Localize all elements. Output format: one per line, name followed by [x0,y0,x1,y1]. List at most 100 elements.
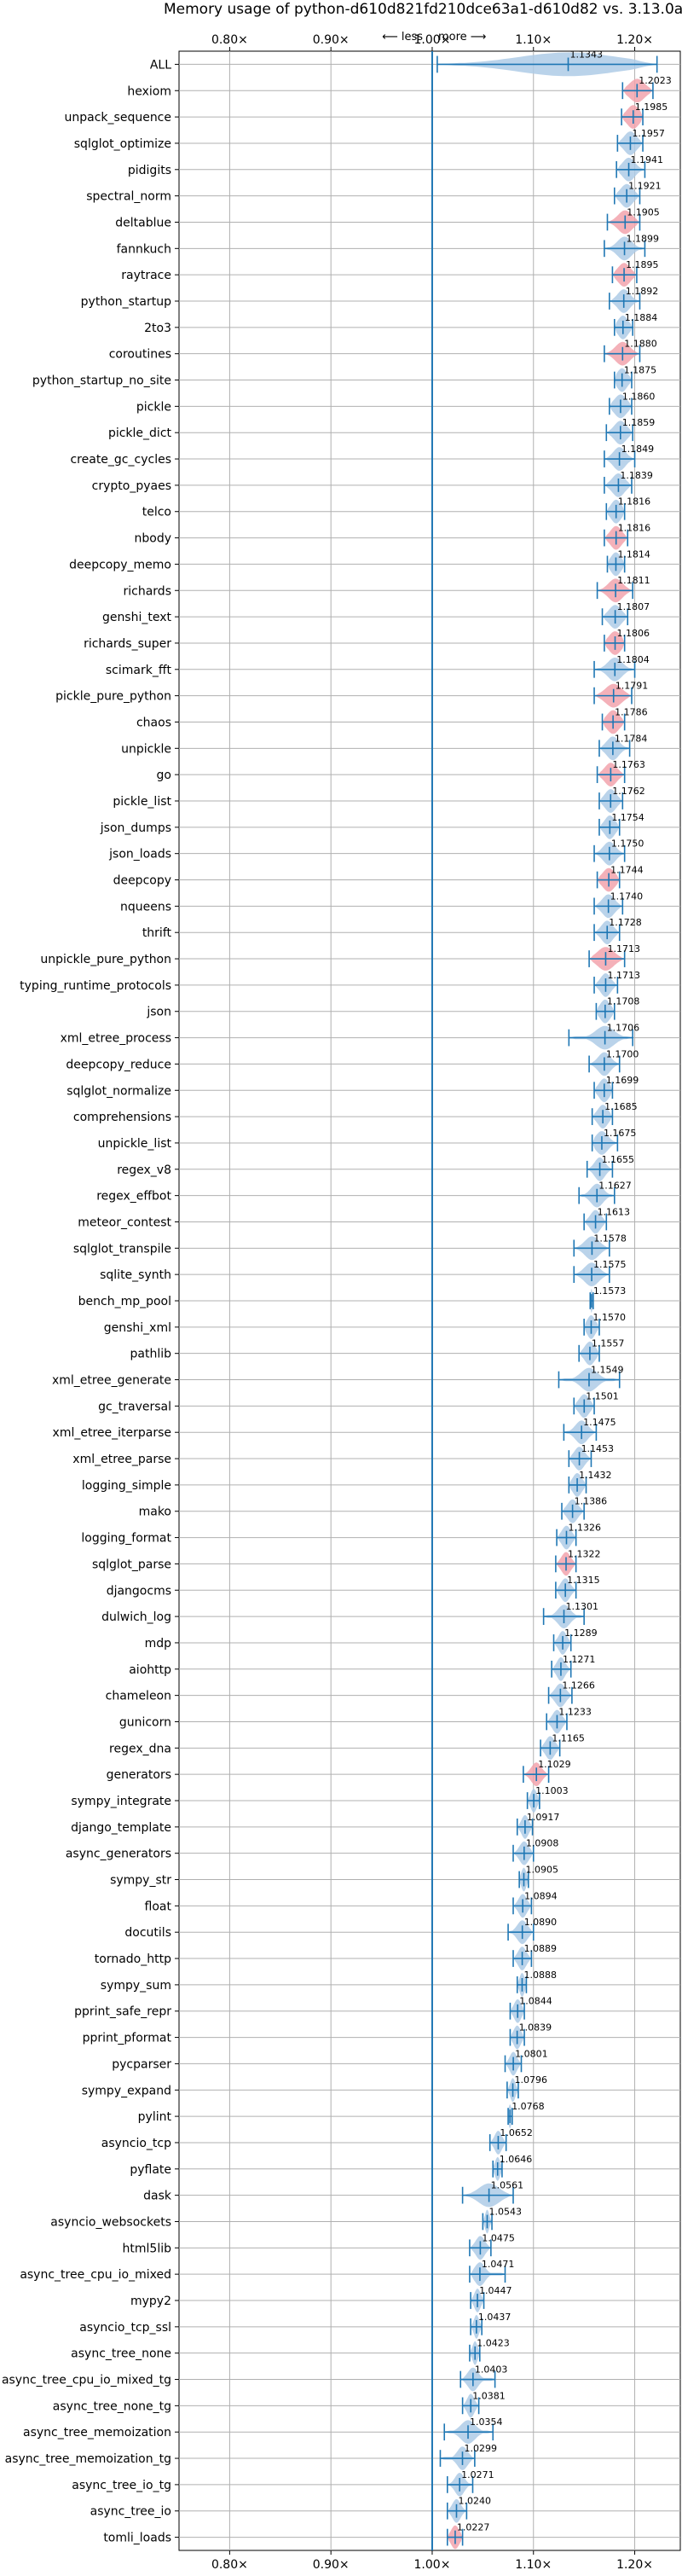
category-label: hexiom [127,84,171,98]
value-label: 1.0905 [525,1865,558,1876]
x-tick-label-top: 0.90× [313,33,350,47]
category-label: logging_format [81,1532,171,1546]
category-label: coroutines [109,348,171,362]
value-label: 1.0889 [524,1943,558,1954]
category-label: async_tree_none [71,2347,171,2361]
value-label: 1.2023 [639,75,672,86]
value-label: 1.1573 [593,1285,627,1297]
category-label: tomli_loads [103,2532,171,2545]
x-tick-label-bottom: 0.90× [313,2558,350,2572]
x-tick-label-bottom: 1.00× [414,2558,451,2572]
value-label: 1.1432 [579,1470,612,1481]
category-label: raytrace [121,269,171,282]
value-label: 1.0240 [458,2496,491,2507]
value-label: 1.0917 [527,1812,560,1823]
x-tick-label-top: 1.20× [616,33,653,47]
value-label: 1.1578 [593,1233,627,1244]
grid-layer [175,47,681,2555]
value-label: 1.1326 [568,1523,601,1534]
category-label: sympy_str [110,1874,171,1888]
value-label: 1.1453 [581,1443,615,1454]
category-label: scimark_fft [106,664,172,677]
value-label: 1.1762 [612,786,645,797]
x-tick-label-top: 1.10× [515,33,552,47]
value-label: 1.0447 [479,2285,512,2296]
value-label: 1.0890 [524,1917,558,1928]
value-label: 1.1750 [611,838,644,850]
category-label: async_tree_io_tg [72,2479,171,2492]
category-label: mdp [145,1637,172,1651]
category-label: mako [139,1506,171,1519]
value-label: 1.1807 [617,601,650,612]
value-label: 1.1740 [610,891,644,902]
value-label: 1.0894 [524,1890,558,1901]
category-label: json_loads [108,848,171,862]
category-label: gunicorn [119,1715,171,1729]
violin-layer [431,51,658,2550]
category-label: regex_dna [109,1742,171,1755]
category-label: go [157,769,171,782]
value-label: 1.1675 [604,1128,637,1139]
category-label: docutils [124,1926,171,1940]
value-label: 1.1754 [611,812,644,823]
category-label: generators [107,1768,171,1782]
value-label: 1.0423 [477,2338,510,2349]
category-label: pprint_safe_repr [74,2005,171,2019]
category-label: dask [143,2190,172,2203]
category-label: async_tree_cpu_io_mixed_tg [2,2374,171,2387]
category-label: genshi_xml [104,1321,171,1335]
category-label: thrift [142,926,172,940]
value-label: 1.1271 [563,1654,596,1665]
category-label: richards_super [84,637,171,651]
category-label: sqlglot_optimize [74,137,171,151]
value-label: 1.0844 [519,1996,552,2007]
category-label: meteor_contest [78,1215,171,1229]
value-label: 1.0908 [526,1838,559,1849]
category-label: async_tree_memoization [23,2426,171,2440]
value-label: 1.0403 [475,2364,508,2376]
x-tick-label-bottom: 0.80× [211,2558,248,2572]
category-label: crypto_pyaes [92,479,171,493]
x-tick-label-top: 0.80× [211,33,248,47]
value-label: 1.1699 [606,1075,639,1086]
value-label: 1.0839 [519,2022,552,2034]
category-label: json [146,1006,171,1019]
value-label: 1.0652 [500,2127,533,2138]
value-label: 1.1713 [607,970,640,981]
value-label: 1.0471 [482,2259,515,2270]
category-label: nqueens [120,900,171,914]
value-label: 1.0299 [464,2443,497,2454]
value-label: 1.0888 [523,1970,557,1981]
x-tick-label-bottom: 1.20× [616,2558,653,2572]
value-label: 1.1860 [622,391,656,402]
value-label: 1.1806 [617,628,650,639]
chart-title: Memory usage of python-d610d821fd210dce6… [164,1,682,18]
category-label: regex_effbot [96,1190,171,1204]
value-label: 1.1706 [607,1023,640,1034]
category-label: logging_simple [82,1479,171,1493]
category-label: async_tree_memoization_tg [5,2452,171,2466]
category-label: create_gc_cycles [70,453,171,467]
value-label: 1.1957 [632,128,665,139]
category-label: ALL [150,58,171,72]
category-label: deepcopy_reduce [66,1058,171,1071]
value-label: 1.1301 [566,1601,599,1612]
x-tick-label-top: 1.00× [414,33,451,47]
category-label: pylint [138,2110,172,2124]
value-label: 1.1895 [626,259,659,270]
category-label: xml_etree_parse [72,1453,171,1466]
category-label: mypy2 [130,2295,171,2308]
category-label: chameleon [106,1690,171,1703]
category-label: sympy_expand [82,2084,171,2097]
value-label: 1.1655 [602,1154,635,1165]
category-label: pathlib [130,1348,172,1361]
value-label: 1.1849 [621,444,655,455]
category-label: deltablue [115,216,171,229]
value-label: 1.1839 [620,470,653,481]
value-label: 1.1266 [562,1680,595,1691]
category-label: regex_v8 [117,1163,171,1177]
direction-more-label: more ⟶ [438,31,486,44]
category-label: json_dumps [100,821,171,835]
value-label: 1.1786 [615,706,648,717]
